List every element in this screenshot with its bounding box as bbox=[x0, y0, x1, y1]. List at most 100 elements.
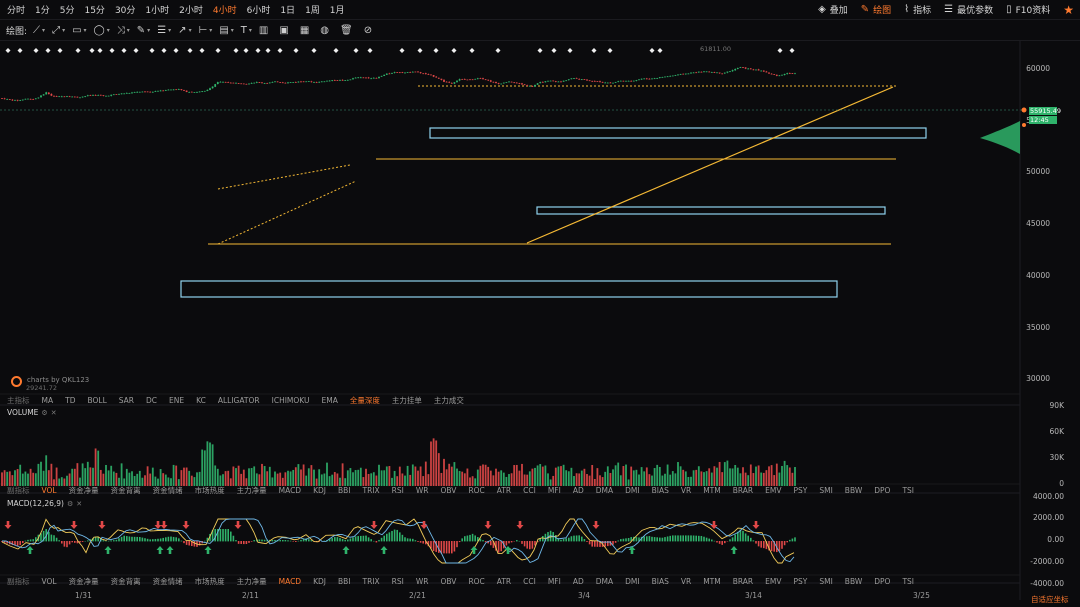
dropdown-caret-icon[interactable]: ▾ bbox=[168, 27, 172, 34]
indicator-tab-主力挂单[interactable]: 主力挂单 bbox=[391, 395, 422, 405]
indicator-tab-BIAS[interactable]: BIAS bbox=[651, 576, 669, 586]
chart-b-icon[interactable]: ▣ bbox=[279, 25, 289, 36]
indicator-tab-VOL[interactable]: VOL bbox=[41, 485, 57, 495]
indicator-tab-ALLIGATOR[interactable]: ALLIGATOR bbox=[217, 395, 260, 405]
clear-icon[interactable]: ⊘ bbox=[363, 25, 373, 36]
indicator-tab-BBW[interactable]: BBW bbox=[844, 485, 863, 495]
indicator-tab-PSY[interactable]: PSY bbox=[793, 485, 808, 495]
indicator-tab-BOLL[interactable]: BOLL bbox=[87, 395, 107, 405]
indicator-tab-ATR[interactable]: ATR bbox=[496, 576, 512, 586]
indicator-tab-BBW[interactable]: BBW bbox=[844, 576, 863, 586]
timeframe-2小时[interactable]: 2小时 bbox=[179, 6, 203, 16]
indicator-tab-EMA[interactable]: EMA bbox=[321, 395, 338, 405]
settings-icon[interactable]: ⚙ bbox=[66, 499, 74, 508]
indicator-tab-VR[interactable]: VR bbox=[680, 485, 692, 495]
indicator-tab-主力净量[interactable]: 主力净量 bbox=[236, 576, 267, 586]
text-tool-icon[interactable]: T ▾ bbox=[240, 25, 252, 36]
indicator-tab-RSI[interactable]: RSI bbox=[391, 576, 404, 586]
timeframe-1周[interactable]: 1周 bbox=[305, 6, 320, 16]
timeframe-1分[interactable]: 1分 bbox=[35, 6, 50, 16]
最优参数-button[interactable]: ☰ 最优参数 bbox=[944, 3, 993, 16]
timeframe-6小时[interactable]: 6小时 bbox=[246, 6, 271, 16]
indicator-tab-TRIX[interactable]: TRIX bbox=[362, 485, 380, 495]
cross-tool-icon[interactable]: ⤨ ▾ bbox=[116, 25, 130, 36]
timeframe-1小时[interactable]: 1小时 bbox=[145, 6, 170, 16]
indicator-tab-MTM[interactable]: MTM bbox=[703, 485, 721, 495]
comment-tool-icon[interactable]: ▤ ▾ bbox=[219, 25, 234, 36]
indicator-tab-SAR[interactable]: SAR bbox=[118, 395, 134, 405]
pen-tool-icon[interactable]: ✎ ▾ bbox=[136, 25, 151, 36]
indicator-tab-TRIX[interactable]: TRIX bbox=[362, 576, 380, 586]
indicator-tab-CCI[interactable]: CCI bbox=[523, 576, 536, 586]
F10资料-button[interactable]: ▯ F10资料 bbox=[1006, 3, 1050, 16]
indicator-tab-DC[interactable]: DC bbox=[146, 395, 158, 405]
indicator-tab-DMI[interactable]: DMI bbox=[625, 485, 640, 495]
indicator-tab-资金净量[interactable]: 资金净量 bbox=[68, 576, 99, 586]
indicator-tab-资金净量[interactable]: 资金净量 bbox=[68, 485, 99, 495]
close-icon[interactable]: ✕ bbox=[50, 408, 57, 417]
indicator-tab-KDJ[interactable]: KDJ bbox=[313, 485, 326, 495]
indicator-tab-主力成交[interactable]: 主力成交 bbox=[433, 395, 464, 405]
dropdown-caret-icon[interactable]: ▾ bbox=[42, 27, 46, 34]
indicator-tab-KDJ[interactable]: KDJ bbox=[313, 576, 326, 586]
indicator-tab-全量深度[interactable]: 全量深度 bbox=[349, 395, 380, 405]
indicator-tab-PSY[interactable]: PSY bbox=[793, 576, 808, 586]
dropdown-caret-icon[interactable]: ▾ bbox=[62, 27, 66, 34]
indicator-tab-资金背离[interactable]: 资金背离 bbox=[110, 485, 141, 495]
indicator-tab-ICHIMOKU[interactable]: ICHIMOKU bbox=[271, 395, 310, 405]
range-tool-icon[interactable]: ⊢ ▾ bbox=[198, 25, 213, 36]
indicator-tab-TD[interactable]: TD bbox=[65, 395, 76, 405]
chart-a-icon[interactable]: ▥ bbox=[258, 25, 269, 36]
ray-tool-icon[interactable]: ⤢ ▾ bbox=[52, 25, 66, 36]
trash-icon[interactable]: 🗑 bbox=[340, 25, 353, 36]
candlestick-chart[interactable] bbox=[0, 41, 1080, 607]
indicator-tab-BRAR[interactable]: BRAR bbox=[732, 485, 754, 495]
ellipse-tool-icon[interactable]: ◯ ▾ bbox=[93, 25, 110, 36]
indicator-tab-DMI[interactable]: DMI bbox=[625, 576, 640, 586]
indicator-tab-BBI[interactable]: BBI bbox=[337, 485, 351, 495]
fib-tool-icon[interactable]: ☰ ▾ bbox=[157, 25, 172, 36]
indicator-tab-VR[interactable]: VR bbox=[680, 576, 692, 586]
timeframe-30分[interactable]: 30分 bbox=[114, 6, 136, 16]
line-tool-icon[interactable]: ⟋ ▾ bbox=[33, 25, 46, 36]
dropdown-caret-icon[interactable]: ▾ bbox=[83, 27, 87, 34]
dropdown-caret-icon[interactable]: ▾ bbox=[188, 27, 192, 34]
indicator-tab-AD[interactable]: AD bbox=[572, 576, 584, 586]
timeframe-1月[interactable]: 1月 bbox=[329, 6, 345, 16]
indicator-tab-DPO[interactable]: DPO bbox=[874, 576, 891, 586]
star-icon[interactable]: ★ bbox=[1063, 2, 1074, 17]
dropdown-caret-icon[interactable]: ▾ bbox=[106, 27, 110, 34]
timeframe-1日[interactable]: 1日 bbox=[280, 6, 296, 16]
指标-button[interactable]: ⌇ 指标 bbox=[904, 3, 931, 16]
indicator-tab-MA[interactable]: MA bbox=[41, 395, 54, 405]
close-icon[interactable]: ✕ bbox=[76, 499, 83, 508]
叠加-button[interactable]: ◈ 叠加 bbox=[818, 3, 848, 16]
dropdown-caret-icon[interactable]: ▾ bbox=[147, 27, 151, 34]
indicator-tab-OBV[interactable]: OBV bbox=[440, 485, 457, 495]
indicator-tab-TSI[interactable]: TSI bbox=[902, 576, 915, 586]
indicator-tab-BBI[interactable]: BBI bbox=[337, 576, 351, 586]
timeframe-15分[interactable]: 15分 bbox=[84, 6, 105, 16]
indicator-tab-EMV[interactable]: EMV bbox=[765, 485, 782, 495]
indicator-tab-EMV[interactable]: EMV bbox=[765, 576, 782, 586]
indicator-tab-BRAR[interactable]: BRAR bbox=[732, 576, 754, 586]
indicator-tab-MTM[interactable]: MTM bbox=[703, 576, 721, 586]
indicator-tab-主力净量[interactable]: 主力净量 bbox=[236, 485, 267, 495]
indicator-tab-MACD[interactable]: MACD bbox=[278, 485, 302, 495]
indicator-tab-DMA[interactable]: DMA bbox=[595, 485, 614, 495]
indicator-tab-资金背离[interactable]: 资金背离 bbox=[110, 576, 141, 586]
settings-icon[interactable]: ⚙ bbox=[41, 408, 48, 417]
indicator-tab-KC[interactable]: KC bbox=[196, 395, 206, 405]
indicator-tab-DPO[interactable]: DPO bbox=[874, 485, 891, 495]
indicator-tab-市场热度[interactable]: 市场热度 bbox=[194, 576, 225, 586]
indicator-tab-WR[interactable]: WR bbox=[415, 576, 429, 586]
indicator-tab-资金情绪[interactable]: 资金情绪 bbox=[152, 576, 183, 586]
chart-c-icon[interactable]: ▦ bbox=[299, 25, 310, 36]
indicator-tab-SMI[interactable]: SMI bbox=[819, 576, 833, 586]
indicator-tab-SMI[interactable]: SMI bbox=[819, 485, 833, 495]
dropdown-caret-icon[interactable]: ▾ bbox=[248, 27, 252, 34]
indicator-tab-ENE[interactable]: ENE bbox=[169, 395, 185, 405]
indicator-tab-资金情绪[interactable]: 资金情绪 bbox=[152, 485, 183, 495]
indicator-tab-ROC[interactable]: ROC bbox=[468, 485, 485, 495]
chart-d-icon[interactable]: ◍ bbox=[320, 25, 329, 36]
